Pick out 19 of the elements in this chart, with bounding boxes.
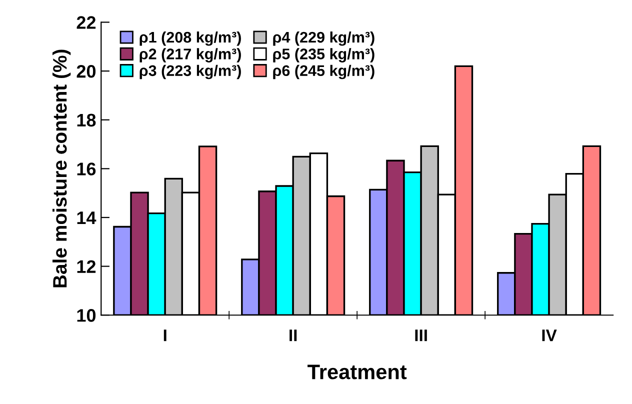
legend-label: ρ2 (217 kg/m³): [140, 48, 241, 62]
x-tick-label: III: [415, 330, 427, 342]
y-tick-label: 12: [77, 260, 96, 273]
x-tick-label: I: [164, 330, 166, 342]
legend-label: ρ5 (235 kg/m³): [273, 48, 374, 62]
y-tick-label: 14: [77, 212, 96, 224]
x-axis-title: Treatment: [308, 364, 407, 380]
legend-label: ρ4 (229 kg/m³): [273, 31, 374, 46]
y-tick-label: 10: [77, 309, 96, 322]
x-tick-label: II: [290, 330, 297, 342]
x-tick-label: IV: [542, 330, 557, 342]
legend-label: ρ1 (208 kg/m³): [140, 31, 241, 46]
legend-label: ρ3 (223 kg/m³): [140, 64, 241, 80]
y-tick-label: 22: [76, 16, 96, 29]
y-tick-label: 16: [77, 162, 96, 176]
y-tick-label: 20: [76, 64, 96, 78]
y-tick-label: 18: [77, 114, 96, 127]
legend-label: ρ6 (245 kg/m³): [273, 64, 374, 80]
y-axis-title: Bale moisture content (%): [52, 50, 71, 288]
